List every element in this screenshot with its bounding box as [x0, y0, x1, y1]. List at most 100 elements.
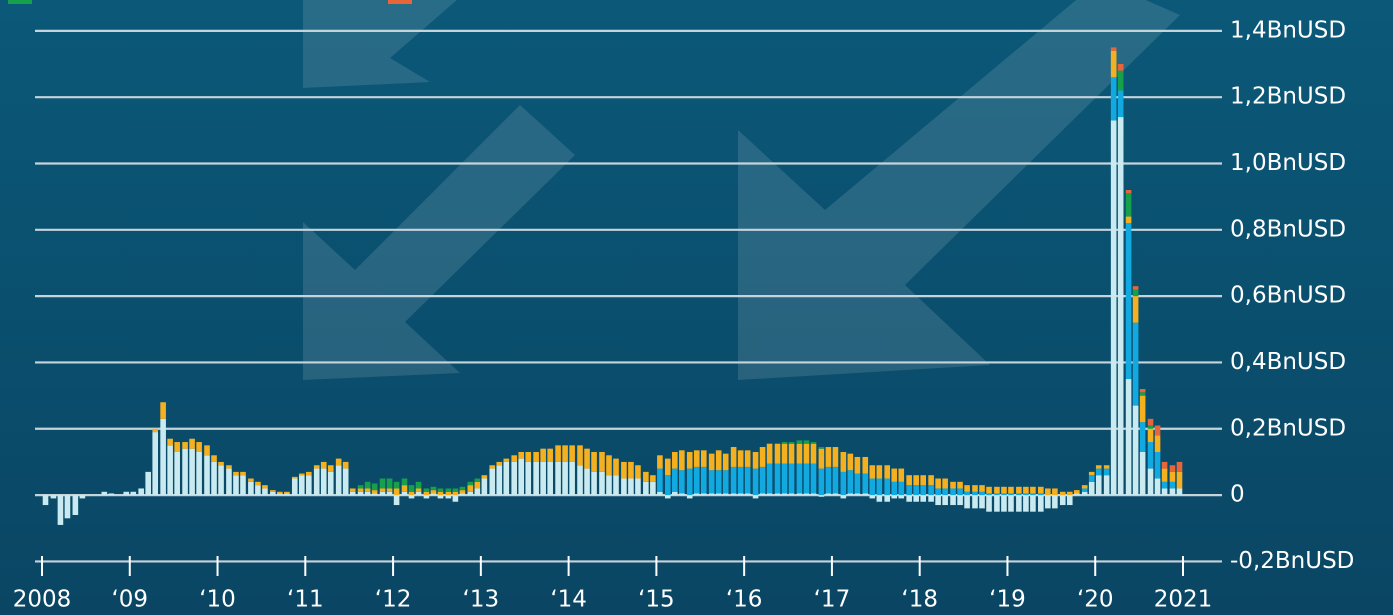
bar-segment — [1154, 478, 1161, 496]
bar-segment — [950, 481, 956, 489]
bar-segment — [1016, 486, 1022, 494]
bar-segment — [474, 478, 481, 482]
bar-segment — [160, 402, 166, 419]
bar-segment — [913, 485, 919, 496]
bar-segment — [1125, 216, 1132, 224]
bar-segment — [744, 450, 751, 467]
bar-segment — [599, 471, 605, 496]
bar-segment — [584, 468, 590, 496]
bar-segment — [306, 471, 312, 476]
bar-segment — [693, 466, 700, 494]
bar-segment — [672, 468, 678, 492]
bar-segment — [730, 466, 737, 494]
bar-segment — [145, 471, 152, 496]
bar-segment — [891, 481, 898, 496]
bar-segment — [854, 493, 861, 496]
bar-segment — [291, 478, 298, 496]
bar-segment — [700, 493, 707, 496]
bar-segment — [1095, 465, 1102, 469]
bar-segment — [1117, 64, 1124, 71]
bar-segment — [503, 461, 510, 496]
bar-segment — [766, 463, 773, 494]
bar-segment — [167, 438, 173, 446]
bar-segment — [869, 478, 876, 496]
bar-segment — [1081, 488, 1088, 492]
bar-segment — [832, 447, 839, 467]
bar-segment — [847, 453, 854, 471]
bar-segment — [935, 488, 941, 496]
bar-segment — [1125, 190, 1132, 194]
bar-segment — [415, 488, 422, 492]
bar-segment — [277, 491, 283, 494]
bar-segment — [218, 465, 224, 496]
bar-segment — [781, 493, 788, 496]
bar-segment — [1132, 322, 1139, 406]
bar-segment — [788, 493, 795, 496]
bar-segment — [364, 488, 371, 492]
bar-segment — [759, 447, 766, 467]
bar-segment — [942, 488, 948, 496]
bar-segment — [1147, 418, 1154, 426]
bar-segment — [1125, 223, 1132, 380]
bar-segment — [270, 490, 276, 492]
x-tick-label: ‘20 — [1077, 587, 1114, 613]
bar-segment — [1030, 486, 1036, 494]
bar-segment — [138, 488, 144, 496]
bar-segment — [730, 493, 737, 496]
bar-segment — [313, 468, 320, 496]
bar-segment — [393, 488, 400, 496]
bar-segment — [569, 445, 575, 462]
bar-segment — [891, 468, 898, 482]
bar-segment — [401, 478, 408, 486]
bar-segment — [715, 470, 722, 494]
x-tick-label: ‘11 — [287, 587, 324, 613]
bar-segment — [599, 451, 605, 472]
bar-segment — [393, 481, 400, 489]
bar-segment — [452, 488, 459, 492]
bar-segment — [101, 491, 108, 496]
bar-segment — [364, 491, 371, 496]
bar-segment — [1110, 77, 1117, 121]
bar-segment — [942, 478, 948, 489]
bar-segment — [752, 451, 759, 469]
bar-segment — [371, 493, 378, 496]
bar-segment — [1110, 120, 1117, 496]
bar-segment — [928, 495, 934, 502]
bar-segment — [840, 451, 847, 472]
bar-segment — [379, 478, 386, 489]
bar-segment — [810, 463, 817, 494]
bar-segment — [766, 443, 773, 464]
bar-segment — [401, 485, 408, 492]
bar-segment — [964, 485, 970, 492]
bar-segment — [657, 455, 663, 469]
bar-segment — [379, 488, 386, 492]
bar-segment — [796, 493, 803, 496]
bar-segment — [832, 493, 839, 496]
bar-segment — [759, 493, 766, 496]
bar-segment — [1139, 395, 1146, 423]
bar-segment — [672, 451, 678, 469]
bar-segment — [700, 450, 707, 467]
bar-segment — [1059, 491, 1066, 496]
labels: -0,2BnUSD 0 0,2BnUSD 0,4BnUSD 0,6BnUSD 0,8BnU… — [8, 0, 1354, 613]
bar-segment — [72, 495, 79, 515]
bar-segment — [913, 495, 919, 502]
bar-segment — [862, 493, 869, 496]
bar-segment — [57, 495, 64, 525]
bar-segment — [182, 448, 188, 496]
x-tick-label: ‘17 — [814, 587, 851, 613]
bar-segment — [1103, 465, 1110, 469]
bar-segment — [123, 491, 130, 496]
bar-segment — [423, 495, 430, 499]
bar-segment — [950, 495, 956, 506]
bar-segment — [349, 491, 356, 496]
bar-segment — [533, 451, 539, 462]
bar-segment — [862, 473, 869, 494]
bar-segment — [430, 486, 437, 491]
bar-segment — [1132, 286, 1139, 290]
bar-segment — [679, 470, 685, 494]
bar-segment — [42, 495, 49, 506]
y-tick-label: -0,2BnUSD — [1230, 548, 1354, 574]
x-tick-label: ‘15 — [638, 587, 675, 613]
bar-segment — [262, 488, 268, 496]
